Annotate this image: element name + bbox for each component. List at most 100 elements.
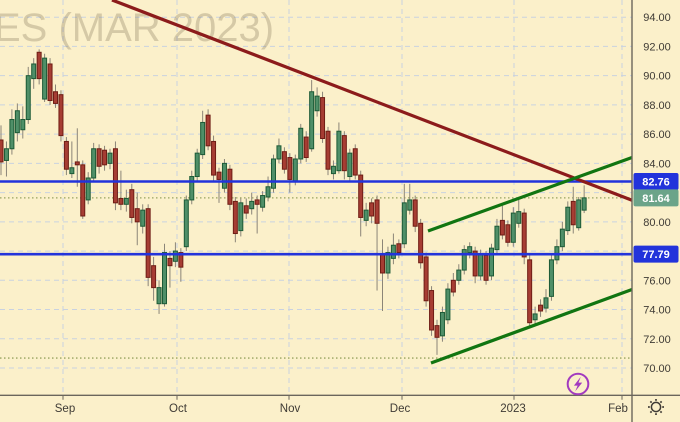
candle-body [96, 148, 102, 167]
candlestick [499, 205, 505, 240]
candle-body [380, 253, 385, 274]
lightning-badge-icon[interactable] [566, 372, 590, 396]
price-label-pill [633, 245, 679, 263]
price-label-text: 82.76 [642, 176, 670, 188]
candle-body [499, 219, 505, 236]
symbol-watermark: ES (MAR 2023) [0, 6, 274, 50]
candle-body [134, 208, 140, 223]
candle-body [145, 208, 151, 278]
candlestick [494, 218, 500, 254]
candle-body [216, 171, 222, 180]
price-tick-label: 90.00 [643, 71, 671, 83]
candlestick [538, 299, 544, 317]
ascending-channel-upper-line[interactable] [427, 156, 633, 233]
time-tick-label: Oct [169, 403, 188, 415]
candle-body [369, 202, 375, 217]
price-label-text: 81.64 [642, 193, 670, 205]
candle-body [183, 199, 189, 248]
price-axis[interactable]: 94.00 92.00 90.00 88.00 86.00 84.00 80.00 76.00… [643, 12, 671, 375]
candle-body [102, 149, 108, 166]
candlestick [456, 264, 462, 285]
candle-body [221, 162, 227, 189]
price-tick-label: 86.00 [643, 129, 671, 141]
candlestick [352, 144, 358, 180]
candle-body [276, 145, 282, 160]
candle-body [461, 249, 467, 271]
candle-body [151, 265, 157, 289]
candlestick [249, 192, 255, 215]
candle-body [347, 152, 353, 178]
price-tick-label: 72.00 [643, 334, 671, 346]
candle-body [445, 288, 451, 321]
candlestick [183, 195, 189, 252]
candle-body [505, 224, 511, 243]
candle-body [91, 148, 97, 179]
candlestick [434, 319, 440, 355]
candlestick [53, 84, 58, 108]
price-tick-label: 76.00 [643, 275, 671, 287]
candle-body [238, 202, 244, 232]
gear-tooth [659, 410, 663, 414]
candle-body [352, 148, 358, 176]
candle-body [489, 247, 494, 277]
candle-body [358, 174, 364, 218]
price-tick-label: 88.00 [643, 100, 671, 112]
candlestick [118, 170, 124, 211]
candlestick [341, 131, 347, 180]
candlestick [151, 256, 157, 301]
candlestick [281, 147, 287, 174]
candlestick [20, 106, 26, 139]
candle-body [200, 121, 206, 156]
candlestick [14, 103, 20, 142]
candle-body [292, 158, 298, 182]
time-tick-label: Feb [608, 403, 628, 415]
candlestick [445, 283, 451, 325]
settings-gear-icon[interactable] [648, 399, 664, 415]
candle-body [172, 250, 178, 262]
time-tick-label: 2023 [500, 403, 526, 415]
candlestick [309, 80, 315, 152]
badge-circle [566, 372, 590, 396]
candle-body [434, 325, 440, 338]
candle-body [407, 199, 413, 211]
candlestick [74, 128, 80, 187]
candle-body [118, 197, 124, 205]
candlestick [298, 123, 304, 164]
candle-body [31, 63, 37, 80]
upper-level-price-label: 82.76 [633, 172, 679, 190]
candlestick [576, 196, 582, 231]
candlestick [461, 245, 467, 275]
candlestick [189, 170, 195, 205]
downtrend-resistance-line[interactable] [111, 0, 633, 202]
candle-body [167, 257, 173, 267]
candle-body [287, 157, 293, 180]
candle-body [14, 110, 20, 134]
candle-body [532, 313, 538, 321]
candlestick [112, 141, 118, 211]
price-tick-label: 80.00 [643, 217, 671, 229]
candle-body [576, 199, 582, 229]
candle-body [80, 164, 86, 217]
time-axis[interactable]: Sep Oct Nov Dec 2023 Feb [55, 395, 628, 415]
candle-body [281, 151, 287, 170]
candlestick [221, 158, 227, 193]
candle-body [47, 63, 53, 102]
ascending-channel-lower-line[interactable] [430, 288, 633, 365]
candle-body [570, 200, 576, 226]
candlestick [58, 90, 64, 142]
candlestick [516, 199, 522, 228]
candlestick [363, 202, 369, 227]
price-tick-label: 84.00 [643, 158, 671, 170]
gear-circle [650, 401, 662, 413]
candle-body [112, 148, 118, 204]
candlestick [559, 221, 565, 252]
candlestick [532, 306, 538, 326]
candle-body [314, 95, 320, 112]
time-tick-label: Dec [390, 403, 411, 415]
candlestick [521, 208, 527, 265]
candlestick [510, 207, 516, 247]
candle-body [20, 119, 26, 131]
candlestick [232, 196, 238, 243]
candlestick [423, 252, 429, 307]
